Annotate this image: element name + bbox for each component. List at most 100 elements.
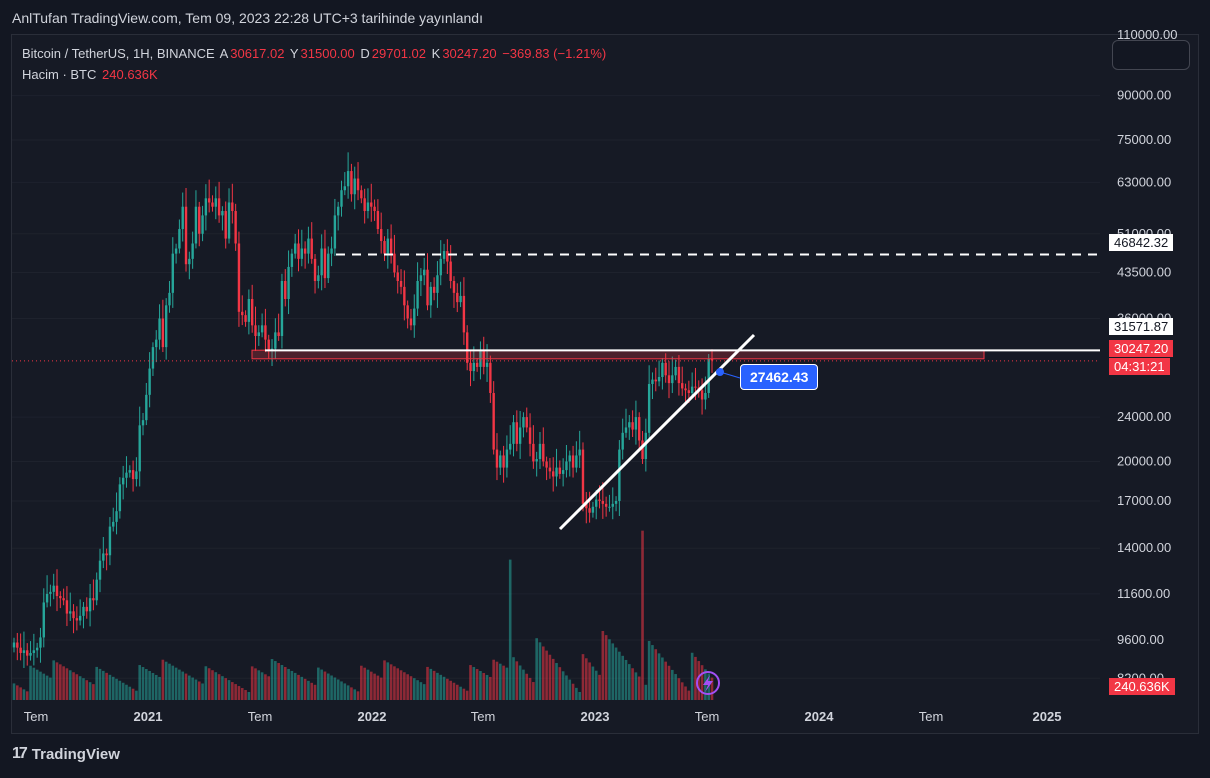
candle-body bbox=[280, 280, 284, 336]
candle-body bbox=[707, 358, 710, 393]
y-tick-label: 24000.00 bbox=[1117, 409, 1171, 424]
candle-body bbox=[12, 642, 16, 648]
volume-bar bbox=[541, 646, 545, 700]
volume-bar bbox=[393, 666, 396, 700]
candle-body bbox=[92, 598, 95, 601]
candle-body bbox=[561, 470, 565, 474]
volume-bar bbox=[264, 674, 267, 700]
volume-bar bbox=[128, 686, 132, 700]
candle-body bbox=[102, 553, 105, 561]
volume-bar bbox=[568, 679, 572, 700]
candle-body bbox=[145, 394, 148, 421]
tradingview-branding[interactable]: 17 TradingView bbox=[12, 745, 120, 763]
volume-bar bbox=[307, 680, 310, 700]
candle-body bbox=[333, 215, 337, 249]
volume-bar bbox=[495, 661, 499, 700]
candle-body bbox=[224, 211, 227, 239]
volume-bar bbox=[575, 687, 578, 700]
volume-bar bbox=[621, 655, 624, 700]
candle-body bbox=[552, 471, 555, 477]
volume-bar bbox=[588, 662, 591, 700]
trendline bbox=[558, 333, 756, 531]
volume-bar bbox=[161, 659, 165, 700]
candle-body bbox=[545, 461, 548, 468]
volume-bar bbox=[151, 672, 155, 700]
volume-bar bbox=[634, 672, 638, 700]
volume-bar bbox=[429, 668, 433, 700]
candle-body bbox=[518, 427, 522, 444]
candle-body bbox=[241, 311, 244, 316]
volume-bar bbox=[373, 673, 376, 700]
volume-bar bbox=[479, 671, 482, 700]
candle-body bbox=[78, 615, 82, 621]
last-price-label: 30247.20 bbox=[1109, 340, 1174, 357]
candle-body bbox=[687, 390, 691, 393]
volume-bar bbox=[164, 661, 168, 700]
candle-body bbox=[614, 500, 618, 504]
volume-bar bbox=[141, 667, 145, 700]
candle-body bbox=[677, 366, 681, 384]
candle-body bbox=[360, 190, 363, 199]
candle-body bbox=[591, 506, 595, 513]
volume-bar bbox=[677, 678, 681, 700]
volume-bar bbox=[558, 667, 562, 700]
volume-bar bbox=[538, 642, 542, 700]
lightning-icon-glyph bbox=[703, 675, 713, 692]
candle-body bbox=[55, 585, 59, 597]
volume-bar bbox=[446, 678, 449, 700]
volume-bar bbox=[661, 657, 664, 700]
volume-bar bbox=[237, 686, 241, 700]
candle-body bbox=[257, 332, 260, 336]
volume-bar bbox=[505, 667, 509, 700]
y-tick-label: 11600.00 bbox=[1117, 586, 1170, 601]
volume-bar bbox=[627, 664, 631, 700]
volume-bar bbox=[201, 683, 204, 700]
candle-body bbox=[581, 449, 585, 504]
volume-bar bbox=[267, 676, 271, 700]
candle-body bbox=[469, 362, 472, 372]
scale-toggle-button[interactable] bbox=[1112, 40, 1190, 70]
y-tick-label: 43500.00 bbox=[1117, 264, 1171, 279]
volume-bar bbox=[641, 530, 644, 700]
candle-body bbox=[85, 606, 88, 612]
low-label: D bbox=[360, 46, 370, 61]
countdown-label: 04:31:21 bbox=[1109, 358, 1170, 375]
volume-bar bbox=[158, 676, 161, 700]
volume-bar bbox=[184, 673, 188, 700]
volume-bar bbox=[436, 672, 439, 700]
y-tick-label: 9600.00 bbox=[1117, 632, 1164, 647]
volume-bar bbox=[270, 659, 274, 700]
volume-bar bbox=[320, 669, 323, 700]
volume-bar bbox=[512, 657, 515, 700]
open-label: A bbox=[219, 46, 229, 61]
candle-body bbox=[69, 611, 72, 614]
volume-bar bbox=[92, 684, 95, 700]
candle-body bbox=[207, 198, 211, 203]
volume-bar bbox=[326, 673, 330, 700]
volume-bar bbox=[571, 683, 575, 700]
candle-body bbox=[416, 280, 419, 309]
candle-body bbox=[131, 470, 135, 480]
candle-body bbox=[684, 388, 687, 391]
candle-body bbox=[661, 362, 664, 378]
volume-bar bbox=[188, 675, 191, 700]
volume-last-label: 240.636K bbox=[1109, 678, 1175, 695]
candle-body bbox=[509, 443, 512, 450]
volume-bar bbox=[604, 635, 608, 700]
trendline-callout[interactable]: 27462.43 bbox=[740, 364, 819, 390]
volume-bar bbox=[250, 666, 254, 700]
candle-body bbox=[65, 600, 69, 614]
candle-body bbox=[558, 467, 562, 474]
candle-body bbox=[449, 261, 452, 281]
volume-bar bbox=[452, 682, 456, 700]
volume-bar bbox=[525, 673, 529, 700]
volume-bar bbox=[551, 658, 555, 700]
y-tick-label-partial: 110000.00 bbox=[1117, 27, 1178, 42]
volume-bar bbox=[297, 674, 300, 700]
volume-bar bbox=[171, 665, 175, 700]
open-value: 30617.02 bbox=[230, 46, 285, 61]
volume-bar bbox=[485, 674, 489, 700]
y-tick-label: 17000.00 bbox=[1117, 493, 1171, 508]
chart-frame[interactable] bbox=[11, 34, 1199, 734]
